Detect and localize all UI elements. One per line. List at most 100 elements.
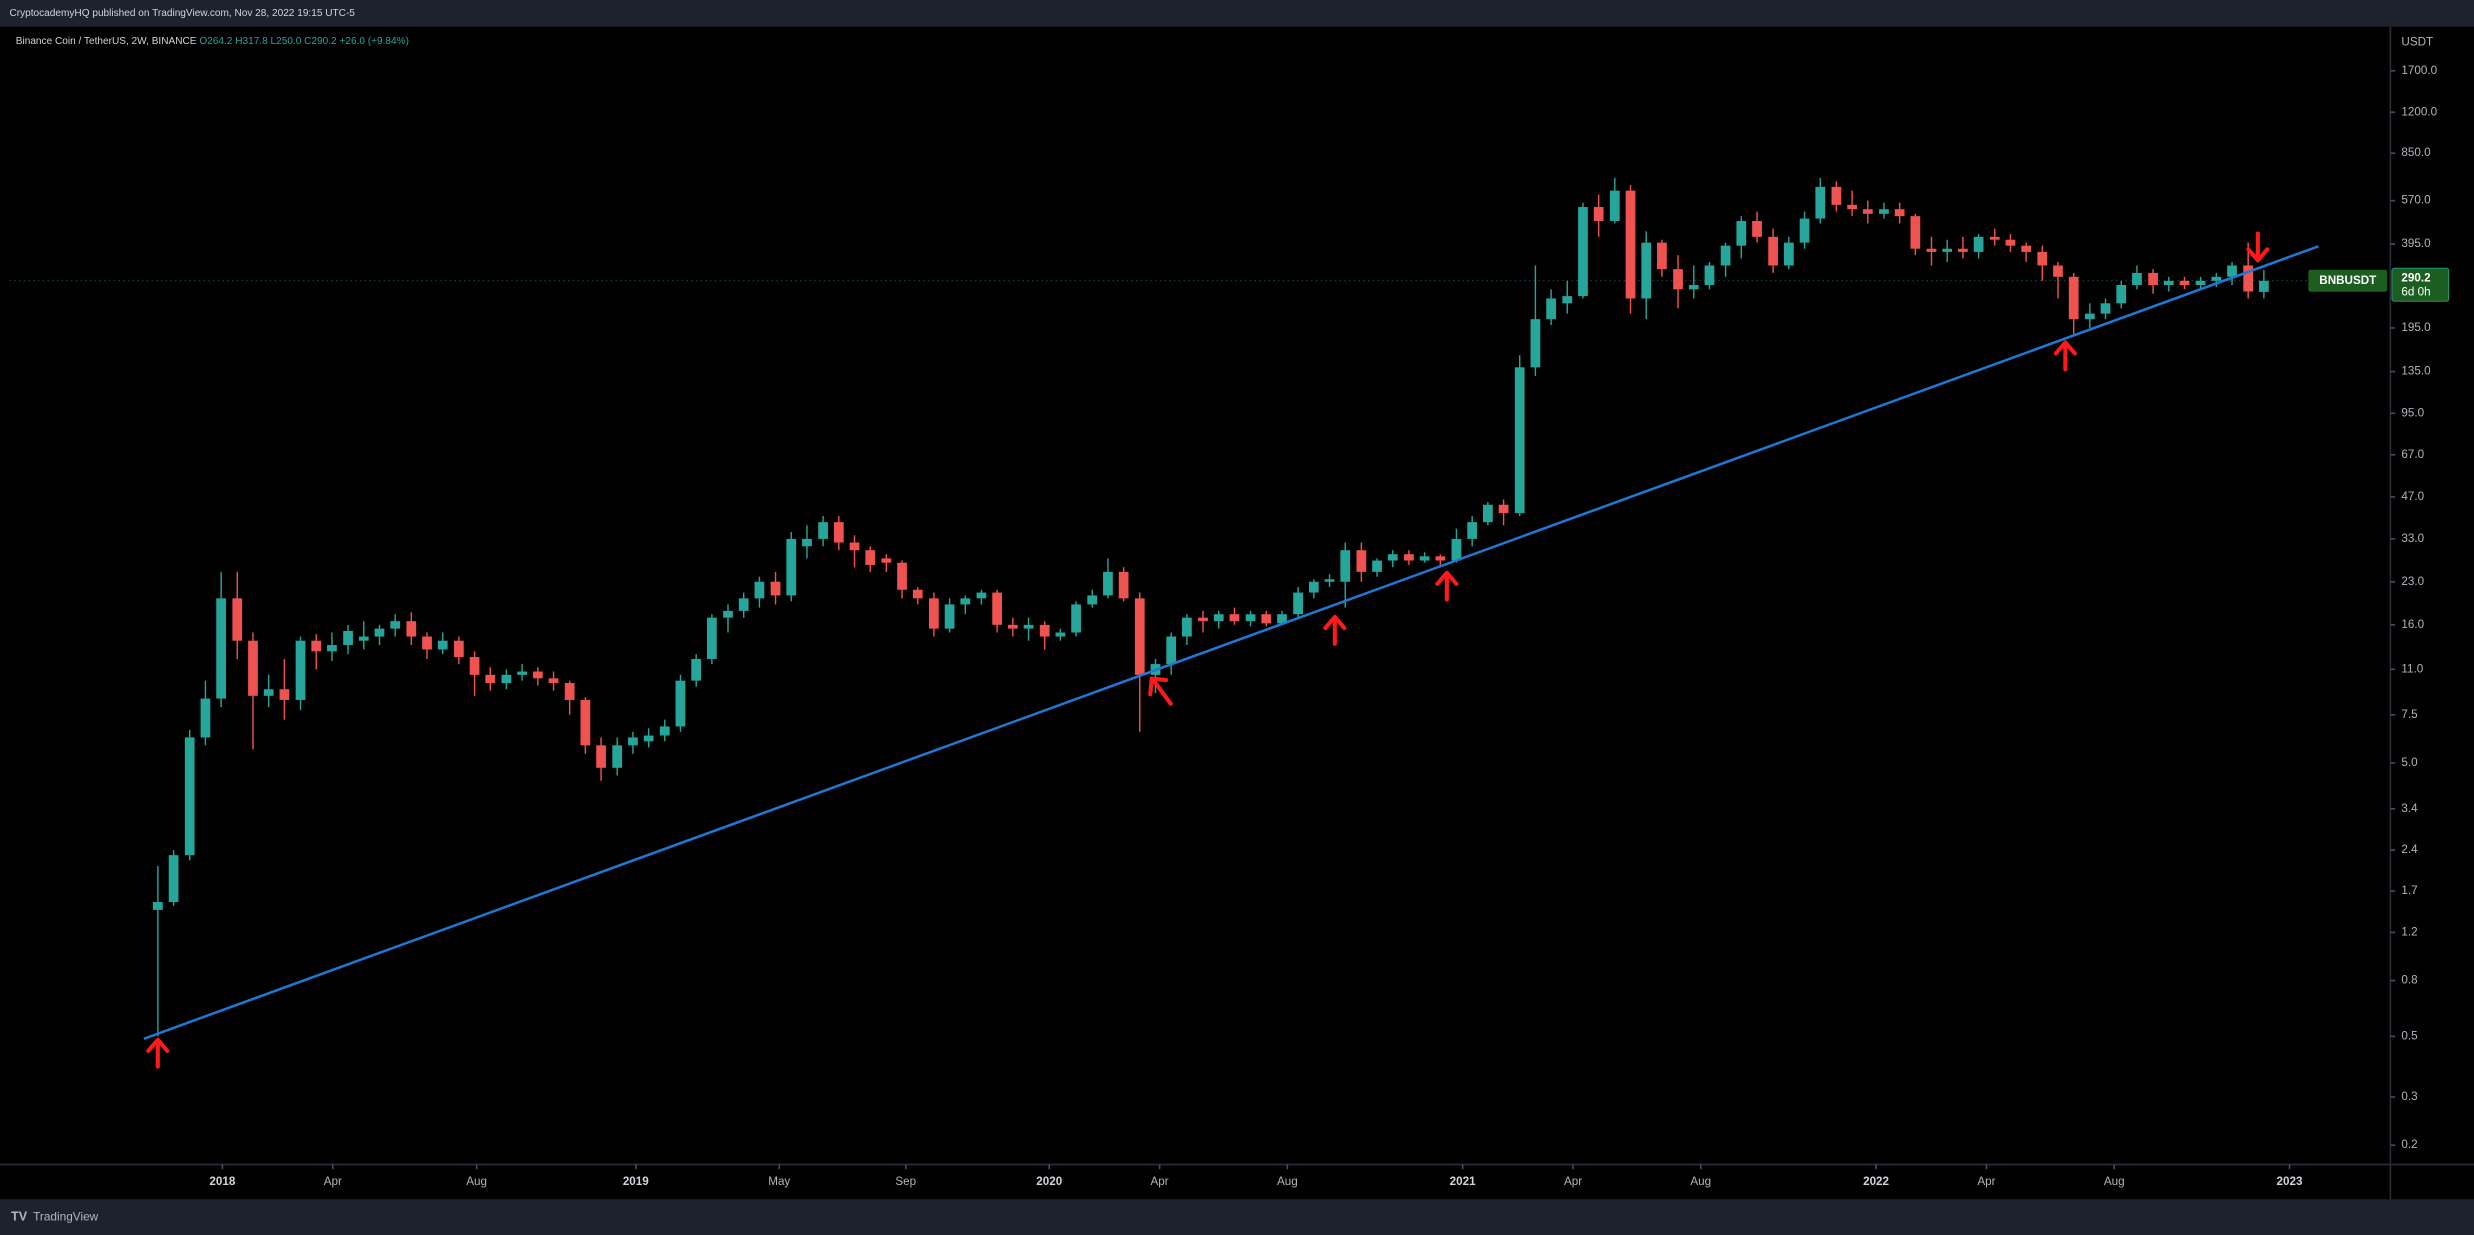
candle-body (200, 698, 211, 738)
arrow-down (2246, 231, 2270, 263)
x-tick-label: 2019 (623, 1175, 649, 1188)
candle-body (1609, 190, 1620, 221)
candle-body (1641, 242, 1652, 299)
candle-body (754, 581, 765, 599)
candle-body (881, 558, 892, 563)
y-tick-label: 135.0 (2401, 365, 2431, 378)
y-tick-label: 0.2 (2401, 1138, 2417, 1151)
y-tick-label: 5.0 (2401, 756, 2418, 769)
candle-body (327, 645, 337, 652)
candle-body (992, 592, 1003, 625)
candle-body (1973, 236, 1984, 252)
candle-body (1166, 636, 1177, 665)
y-tick-label: 2.4 (2401, 843, 2418, 856)
y-tick-label: 0.3 (2401, 1090, 2417, 1103)
candle-body (1879, 209, 1889, 214)
x-tick-label: Sep (895, 1175, 916, 1188)
x-tick-label: Apr (1977, 1175, 1995, 1188)
candle-body (675, 680, 686, 727)
candle-body (248, 640, 258, 696)
candle-body (548, 678, 559, 684)
candle-body (517, 671, 527, 675)
candle-body (2163, 280, 2174, 285)
x-tick-label: Apr (1151, 1175, 1169, 1188)
countdown-label: 6d 0h (2401, 286, 2430, 299)
candle-body (232, 598, 243, 641)
legend-high: H317.8 (235, 36, 268, 47)
x-tick-label: Apr (324, 1175, 342, 1188)
arrow-up (2053, 340, 2077, 372)
arrows (146, 231, 2270, 1069)
candle-body (1657, 242, 1667, 270)
candle-body (833, 522, 844, 543)
candle-body (2005, 239, 2016, 246)
header-title: CryptocademyHQ published on TradingView.… (9, 8, 355, 19)
plot-background (0, 26, 2474, 1200)
candle-body (1277, 614, 1287, 624)
x-tick-label: Aug (2104, 1175, 2125, 1188)
y-tick-label: 0.5 (2401, 1029, 2417, 1042)
candle-body (818, 522, 828, 539)
candle-body (1134, 598, 1145, 675)
legend-low: L250.0 (271, 36, 302, 47)
candle-body (358, 636, 369, 641)
x-tick-label: Apr (1564, 1175, 1582, 1188)
y-tick-label: 7.5 (2401, 708, 2417, 721)
candle-body (1213, 614, 1224, 622)
x-tick-label: Aug (1277, 1175, 1298, 1188)
y-tick-label: 850.0 (2401, 146, 2431, 159)
x-tick-label: 2021 (1450, 1175, 1476, 1188)
candle-body (2100, 303, 2111, 314)
candle-body (580, 699, 591, 746)
candle-body (865, 550, 876, 565)
candle-body (1118, 571, 1129, 599)
candle-body (1704, 265, 1715, 285)
candle-body (1435, 556, 1446, 561)
candle-body (628, 737, 638, 746)
candle-body (802, 538, 812, 547)
candle-body (1245, 614, 1256, 622)
candle-body (1625, 190, 1636, 299)
y-tick-label: 47.0 (2401, 490, 2424, 503)
candle-body (944, 604, 955, 629)
candle-body (1451, 538, 1462, 561)
trendline (143, 245, 2319, 1040)
legend-close: C290.2 (304, 36, 337, 47)
candle-body (1087, 595, 1098, 605)
candle-body (1578, 207, 1588, 297)
candle-body (1039, 624, 1050, 637)
candle-body (1498, 504, 1509, 514)
candle-body (1007, 624, 1018, 629)
candle-body (1736, 220, 1747, 246)
y-tick-label: 95.0 (2401, 406, 2424, 419)
x-tick-label: Aug (466, 1175, 487, 1188)
candle-body (2148, 272, 2158, 285)
legend-change: +26.0 (+9.84%) (339, 36, 408, 47)
candle-body (374, 628, 385, 637)
candle-body (2037, 251, 2048, 266)
candle-body (1340, 550, 1351, 582)
candle-body (263, 689, 274, 696)
y-tick-label: 0.8 (2401, 974, 2417, 987)
candle-body (1103, 571, 1113, 596)
y-tick-label: 570.0 (2401, 194, 2431, 207)
y-tick-label: 395.0 (2401, 237, 2431, 250)
arrow-up (1435, 570, 1459, 602)
legend: Binance Coin / TetherUS, 2W, BINANCE O26… (16, 36, 409, 47)
candle-body (1229, 614, 1240, 622)
y-tick-label: 1.2 (2401, 925, 2417, 938)
candle-body (1862, 209, 1873, 214)
candle-body (976, 592, 987, 599)
candle-body (1752, 220, 1762, 237)
candle-body (1989, 236, 2000, 240)
candle-body (1720, 245, 1731, 266)
price-label-box (2391, 267, 2450, 302)
candle-body (1847, 204, 1857, 210)
y-tick-label: 11.0 (2401, 662, 2423, 675)
candle-body (643, 735, 654, 742)
candle-body (960, 598, 971, 605)
candle-body (1768, 236, 1779, 266)
logo-mark: TV (11, 1210, 28, 1224)
candle-body (1593, 207, 1604, 221)
symbol-label: BNBUSDT (2319, 274, 2376, 287)
